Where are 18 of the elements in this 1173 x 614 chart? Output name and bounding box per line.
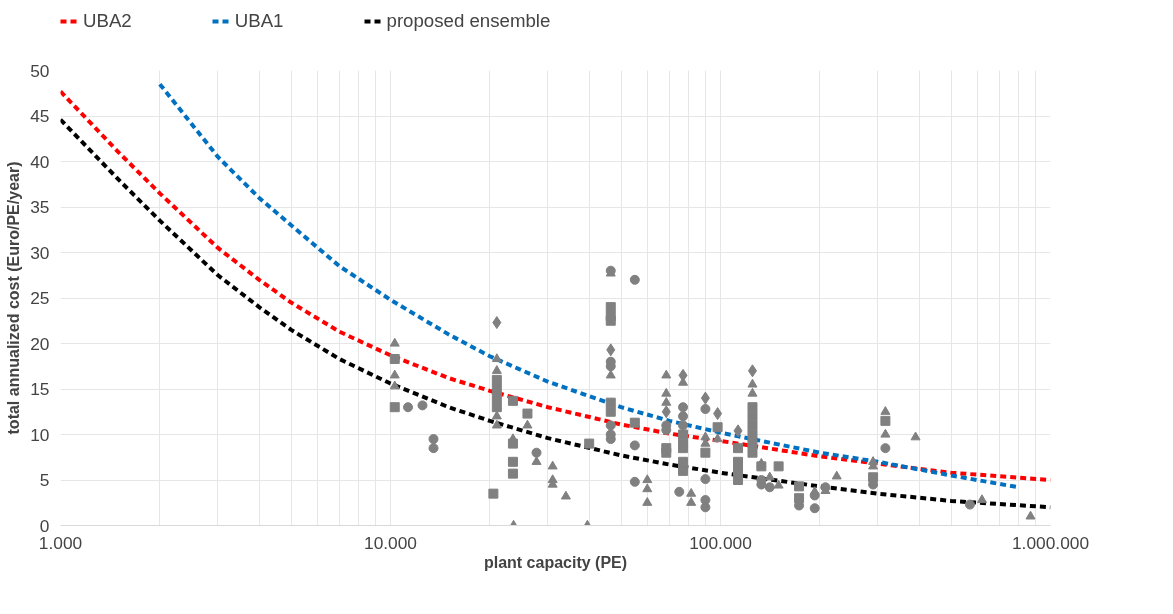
y-tick-label: 15: [30, 379, 50, 399]
y-tick-label: 10: [30, 424, 50, 445]
y-tick-label: 50: [30, 60, 50, 81]
legend-label: proposed ensemble: [386, 10, 551, 32]
x-tick-label: 1.000.000: [1011, 532, 1090, 553]
x-tick-label: 100.000: [689, 532, 752, 553]
y-tick-label: 40: [30, 151, 50, 172]
legend-label: UBA2: [83, 10, 132, 32]
y-tick-label: 45: [30, 106, 50, 126]
y-tick-label: 35: [30, 197, 50, 217]
y-tick-label: 5: [39, 470, 50, 490]
y-tick-label: 30: [30, 242, 50, 263]
legend-label: UBA1: [234, 10, 284, 32]
y-axis-title: total annualized cost (Euro/PE/year): [5, 161, 23, 435]
x-tick-label: 10.000: [364, 532, 417, 553]
y-tick-label: 25: [30, 288, 50, 308]
y-tick-label: 20: [30, 333, 50, 354]
x-axis-title: plant capacity (PE): [483, 553, 628, 571]
